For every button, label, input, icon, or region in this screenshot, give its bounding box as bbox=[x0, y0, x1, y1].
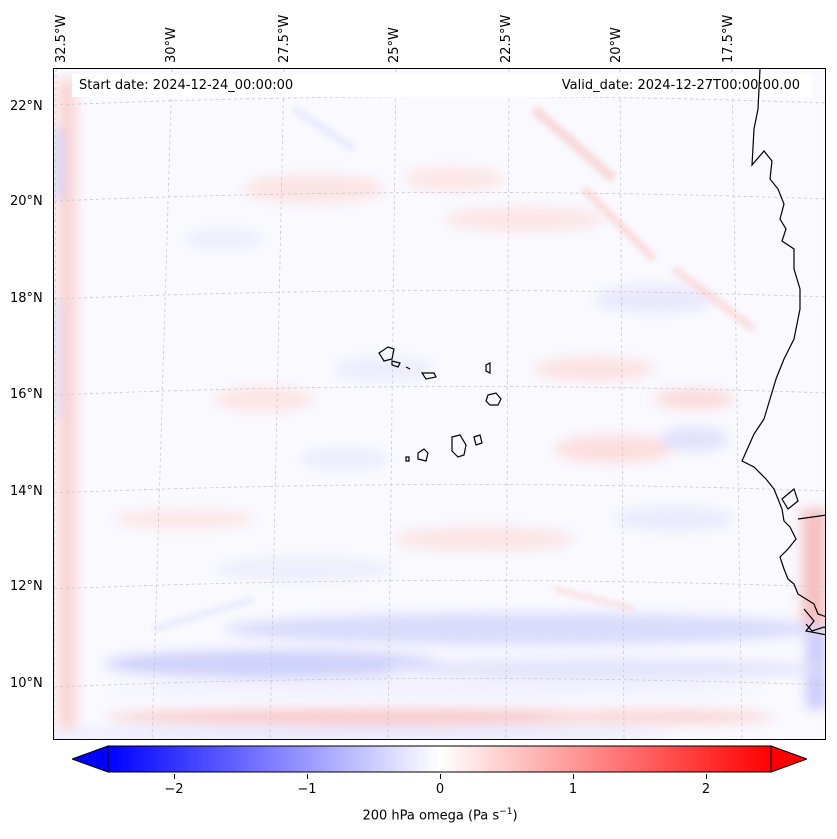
lat-label-16n: 16°N bbox=[10, 387, 43, 402]
coastline bbox=[741, 69, 825, 636]
colorbar-max-extend bbox=[770, 745, 809, 773]
colorbar-gradient bbox=[107, 745, 772, 773]
colorbar-tick bbox=[573, 774, 574, 779]
lat-label-12n: 12°N bbox=[10, 579, 43, 594]
field-anomalies bbox=[54, 79, 825, 739]
map-panel: Start date: 2024-12-24_00:00:00 Valid_da… bbox=[53, 68, 826, 740]
colorbar-tick-label: 1 bbox=[568, 782, 578, 797]
graticule bbox=[54, 69, 825, 739]
lat-label-14n: 14°N bbox=[10, 484, 43, 499]
header-strip bbox=[72, 74, 812, 97]
lat-label-10n: 10°N bbox=[10, 676, 43, 691]
cape-verde-islands bbox=[378, 346, 502, 462]
omega-field-map bbox=[54, 69, 825, 739]
colorbar-tick bbox=[440, 774, 441, 779]
colorbar-graphic bbox=[70, 745, 809, 773]
colorbar-tick bbox=[706, 774, 707, 779]
colorbar-title-exponent: −1 bbox=[499, 807, 513, 817]
lat-label-20n: 20°N bbox=[10, 194, 43, 209]
lon-label-22-5w: 22.5°W bbox=[499, 14, 514, 63]
colorbar-tick-label: 2 bbox=[701, 782, 711, 797]
lon-label-27-5w: 27.5°W bbox=[277, 14, 292, 63]
lat-label-22n: 22°N bbox=[10, 99, 43, 114]
colorbar-tick bbox=[307, 774, 308, 779]
colorbar-title: 200 hPa omega (Pa s−1) bbox=[362, 807, 517, 823]
lat-label-18n: 18°N bbox=[10, 291, 43, 306]
valid-date-label: Valid_date: 2024-12-27T00:00:00.00 bbox=[561, 78, 800, 93]
colorbar-tick-label: −1 bbox=[297, 782, 317, 797]
colorbar bbox=[70, 745, 809, 773]
colorbar-title-suffix: ) bbox=[512, 808, 518, 824]
lon-label-32-5w: 32.5°W bbox=[54, 14, 69, 63]
colorbar-min-extend bbox=[70, 745, 109, 773]
lon-label-20w: 20°W bbox=[609, 27, 624, 63]
lon-label-25w: 25°W bbox=[387, 27, 402, 63]
colorbar-tick bbox=[174, 774, 175, 779]
colorbar-title-prefix: 200 hPa omega (Pa s bbox=[362, 808, 500, 824]
lon-label-30w: 30°W bbox=[164, 27, 179, 63]
field-streaks bbox=[153, 105, 757, 632]
lon-label-17-5w: 17.5°W bbox=[721, 14, 736, 63]
colorbar-tick-label: 0 bbox=[435, 782, 445, 797]
start-date-label: Start date: 2024-12-24_00:00:00 bbox=[79, 78, 294, 93]
colorbar-tick-label: −2 bbox=[164, 782, 184, 797]
